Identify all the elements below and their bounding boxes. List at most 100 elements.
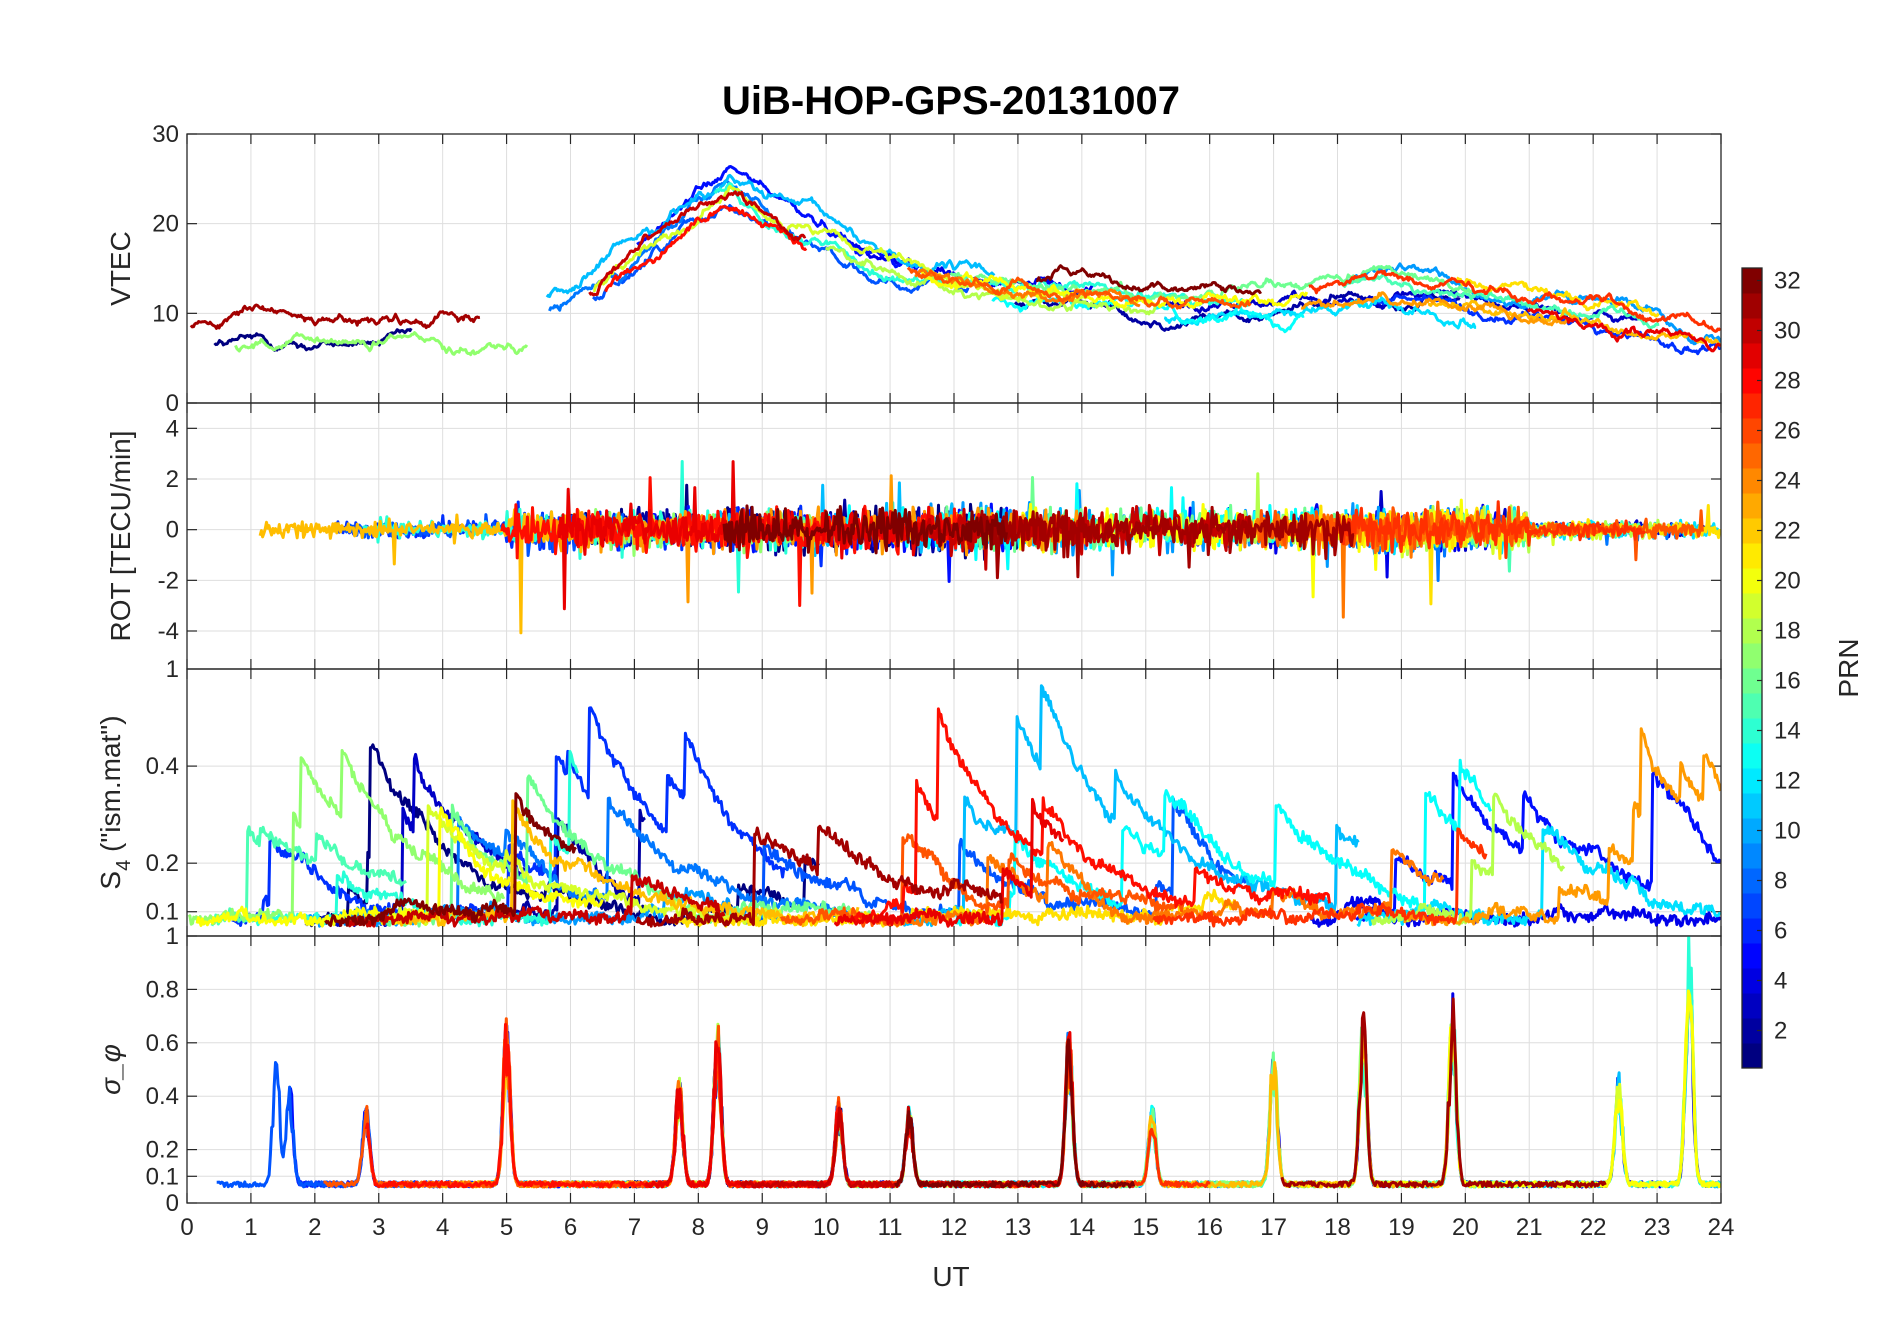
y-tick-label: 0.4	[146, 1083, 179, 1110]
series-line	[1336, 500, 1647, 559]
colorbar-band	[1742, 743, 1762, 769]
x-axis-label: UT	[932, 1261, 969, 1292]
colorbar-tick-label: 12	[1774, 768, 1801, 795]
series-line	[706, 1030, 1158, 1189]
colorbar-band	[1742, 518, 1762, 544]
panel-s4: 0.1 0.2 0.4 1 S4 ("ism.mat")	[95, 656, 1722, 937]
x-tick-label: 19	[1388, 1214, 1415, 1241]
y-tick-label: 0.4	[146, 753, 179, 780]
series-line	[852, 707, 1331, 924]
y-tick-label: 0	[166, 517, 179, 544]
y-tick-label: 1	[166, 923, 179, 950]
colorbar-band	[1742, 1018, 1762, 1044]
x-tick-label: 5	[500, 1214, 513, 1241]
series-group	[187, 684, 1721, 928]
series-line	[949, 264, 1475, 303]
colorbar-band	[1742, 343, 1762, 369]
series-line	[1342, 272, 1660, 330]
x-tick-label: 18	[1324, 1214, 1351, 1241]
y-tick-label: 0.8	[146, 976, 179, 1003]
colorbar-band	[1742, 293, 1762, 319]
series-line	[324, 792, 577, 927]
series-line	[833, 797, 1065, 928]
series-line	[722, 504, 1008, 555]
colorbar-band	[1742, 943, 1762, 969]
colorbar-band	[1742, 793, 1762, 819]
colorbar-band	[1742, 643, 1762, 669]
x-tick-label: 10	[813, 1214, 840, 1241]
x-tick-label: 21	[1516, 1214, 1543, 1241]
x-tick-label: 6	[564, 1214, 577, 1241]
x-tick-label: 15	[1132, 1214, 1159, 1241]
series-line	[906, 266, 1252, 310]
x-tick-label: 23	[1644, 1214, 1671, 1241]
series-line	[635, 824, 1003, 928]
colorbar-band	[1742, 968, 1762, 994]
series-line	[593, 184, 1088, 303]
x-tick-label: 17	[1260, 1214, 1287, 1241]
colorbar-band	[1742, 418, 1762, 444]
y-tick-label: 4	[166, 415, 179, 442]
series-line	[1163, 296, 1477, 330]
x-tick-label: 11	[878, 1214, 903, 1241]
series-line	[293, 1024, 511, 1189]
colorbar-band	[1742, 993, 1762, 1019]
colorbar-band	[1742, 443, 1762, 469]
series-line	[189, 303, 481, 330]
x-tick-label: 20	[1452, 1214, 1479, 1241]
x-tick-label: 14	[1068, 1214, 1095, 1241]
colorbar-tick-label: 32	[1774, 268, 1801, 295]
x-tick-label: 2	[308, 1214, 321, 1241]
x-tick-label: 4	[436, 1214, 449, 1241]
colorbar-tick-label: 20	[1774, 568, 1801, 595]
series-line	[739, 1105, 1014, 1189]
series-line	[955, 758, 1493, 928]
series-line	[1427, 299, 1721, 348]
y-tick-label: 30	[152, 121, 179, 148]
series-line	[323, 1017, 847, 1189]
series-line	[1035, 264, 1262, 296]
y-tick-label: 10	[152, 300, 179, 327]
colorbar-tick-label: 4	[1774, 968, 1787, 995]
series-line	[364, 1022, 846, 1189]
series-line	[894, 1038, 1136, 1189]
series-line	[1371, 991, 1721, 1189]
colorbar-tick-label: 10	[1774, 818, 1801, 845]
colorbar-tick-label: 22	[1774, 518, 1801, 545]
series-line	[604, 205, 808, 293]
y-tick-label: -4	[158, 618, 179, 645]
x-tick-label: 1	[244, 1214, 257, 1241]
colorbar-tick-label: 28	[1774, 368, 1801, 395]
colorbar-band	[1742, 768, 1762, 794]
y-tick-label: 0.1	[146, 899, 179, 926]
x-tick-label: 9	[756, 1214, 769, 1241]
panel-vtec: 0 10 20 30 VTEC	[105, 121, 1722, 417]
series-line	[616, 1054, 851, 1189]
y-tick-label: 0.6	[146, 1030, 179, 1057]
y-tick-label: 0.2	[146, 850, 179, 877]
y-tick-label: 0	[166, 1190, 179, 1217]
colorbar-band	[1742, 568, 1762, 594]
y-tick-label: 20	[152, 211, 179, 238]
colorbar-band	[1742, 318, 1762, 344]
colorbar-band	[1742, 718, 1762, 744]
colorbar-frame	[1741, 267, 1763, 1069]
series-line	[1403, 727, 1721, 927]
colorbar-band	[1742, 868, 1762, 894]
series-line	[663, 1024, 918, 1189]
series-line	[1187, 1023, 1521, 1189]
x-tick-label: 22	[1580, 1214, 1607, 1241]
panel-sigma_phi: 00.10.2 0.4 0.6 0.8 1 σ_φ	[95, 923, 1722, 1217]
y-tick-label: 1	[166, 656, 179, 683]
colorbar-band	[1742, 843, 1762, 869]
series-line	[346, 874, 726, 928]
colorbar-band	[1742, 918, 1762, 944]
series-line	[403, 1037, 709, 1189]
series-line	[1308, 269, 1721, 333]
x-tick-label: 0	[180, 1214, 193, 1241]
series-line	[588, 190, 807, 297]
x-tick-label: 12	[941, 1214, 968, 1241]
x-tick-label: 3	[372, 1214, 385, 1241]
series-group	[258, 460, 1721, 635]
